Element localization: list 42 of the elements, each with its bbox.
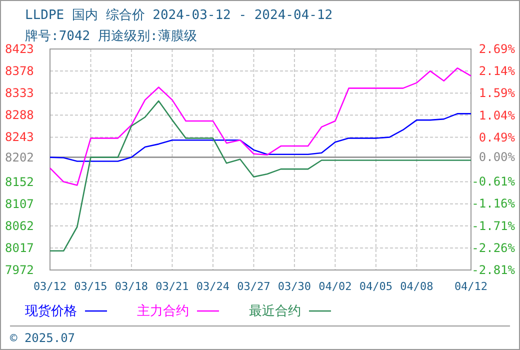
y2-tick-label: 1.59%	[478, 86, 516, 100]
y2-tick-label: 1.04%	[478, 108, 516, 122]
y-tick-label: 8243	[5, 130, 34, 144]
x-tick-label: 04/02	[318, 280, 352, 293]
line-series	[49, 113, 472, 162]
legend-label: 主力合约	[137, 303, 189, 319]
y-tick-label: 8017	[5, 240, 34, 255]
x-tick-label: 03/30	[278, 280, 312, 293]
line-series	[49, 67, 472, 186]
y2-tick-label: -1.71%	[472, 218, 516, 233]
chart-title: LLDPE 国内 综合价 2024-03-12 - 2024-04-12	[25, 8, 333, 23]
legend-label: 最近合约	[249, 304, 301, 319]
text: © 2025.07	[10, 331, 76, 345]
y2-tick-label: 0.00%	[478, 150, 516, 164]
x-tick-label: 03/24	[196, 280, 230, 293]
y-tick-label: 8062	[5, 218, 34, 233]
y-tick-label: 8107	[5, 196, 34, 211]
y-tick-label: 8288	[5, 108, 34, 122]
y-tick-label: 8202	[5, 150, 34, 164]
y2-tick-label: -0.61%	[472, 174, 516, 189]
y-tick-label: 8423	[5, 42, 34, 56]
x-tick-label: 03/27	[237, 280, 270, 293]
x-tick-label: 03/21	[156, 280, 189, 293]
x-tick-label: 04/05	[359, 280, 392, 293]
y2-tick-label: -2.26%	[472, 240, 516, 255]
y2-tick-label: 2.69%	[478, 42, 516, 56]
x-tick-label: 03/15	[74, 280, 108, 293]
x-tick-label: 04/12	[454, 280, 488, 293]
y-tick-label: 8152	[5, 174, 34, 189]
line-series	[49, 100, 472, 252]
legend-label: 现货价格	[25, 304, 77, 319]
chart-subtitle: 牌号:7042 用途级别:薄膜级	[25, 29, 197, 44]
y2-tick-label: 0.49%	[478, 130, 516, 144]
x-tick-label: 03/18	[114, 280, 148, 293]
y2-tick-label: -2.81%	[472, 263, 516, 277]
y2-tick-label: -1.16%	[472, 196, 516, 211]
y-tick-label: 8333	[5, 86, 34, 100]
x-tick-label: 03/12	[33, 280, 67, 293]
x-tick-label: 04/08	[400, 280, 434, 293]
y-tick-label: 7972	[5, 263, 34, 277]
y-tick-label: 8378	[5, 64, 34, 78]
y2-tick-label: 2.14%	[478, 64, 516, 78]
